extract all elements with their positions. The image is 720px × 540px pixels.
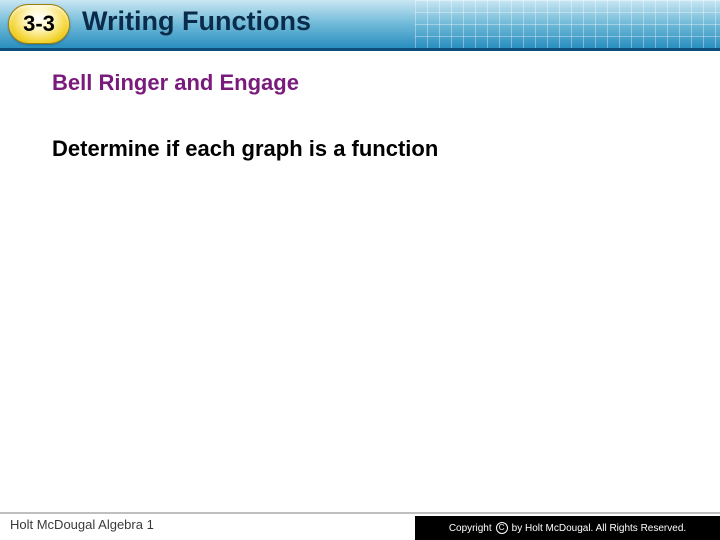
content-area: Bell Ringer and Engage Determine if each… [52,70,680,162]
header-bar: 3-3 Writing Functions [0,0,720,48]
footer-left-text: Holt McDougal Algebra 1 [10,517,154,532]
header-underline [0,48,720,51]
footer-copyright: Copyright C by Holt McDougal. All Rights… [415,516,720,540]
copyright-rest: by Holt McDougal. All Rights Reserved. [512,523,687,534]
subtitle: Bell Ringer and Engage [52,70,680,96]
copyright-label: Copyright [449,523,492,534]
section-badge: 3-3 [8,4,70,44]
section-number: 3-3 [23,11,55,37]
copyright-icon: C [496,522,508,534]
prompt-text: Determine if each graph is a function [52,136,680,162]
slide: 3-3 Writing Functions Bell Ringer and En… [0,0,720,540]
slide-title: Writing Functions [82,6,311,37]
footer-divider [0,512,720,514]
header-grid-pattern [415,0,720,48]
